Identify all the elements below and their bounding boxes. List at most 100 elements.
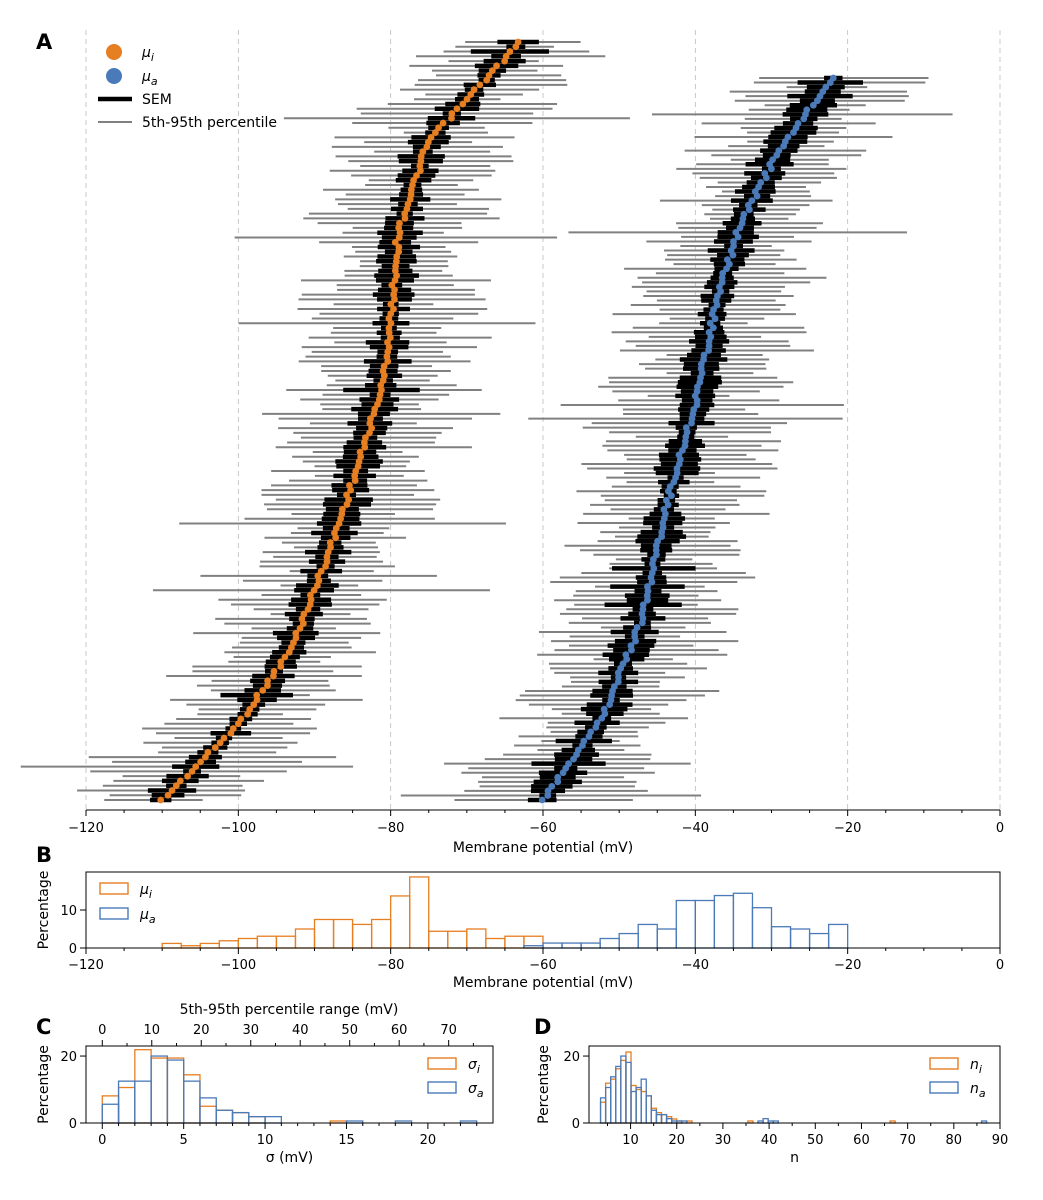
x-tick-label: 5 xyxy=(180,1133,188,1148)
x-tick-label: −20 xyxy=(834,958,861,973)
x-tick-label: −60 xyxy=(529,958,556,973)
legend-label-b-1: μa xyxy=(139,907,156,926)
hist-bar xyxy=(660,1113,668,1124)
mean-point xyxy=(264,677,272,685)
y-axis-label-c: Percentage xyxy=(36,1045,52,1124)
hist-bar xyxy=(332,918,354,949)
hist-bar xyxy=(504,935,525,949)
mean-point xyxy=(326,539,334,546)
mean-point xyxy=(216,739,224,747)
x-tick-label: 10 xyxy=(622,1133,639,1148)
panel-letter-b: B xyxy=(36,843,52,867)
mean-point xyxy=(346,481,353,489)
hist-bar xyxy=(665,1117,673,1124)
x-axis-label-d: n xyxy=(790,1150,799,1166)
hist-bar xyxy=(635,1088,642,1124)
mean-point xyxy=(176,777,184,785)
mean-point xyxy=(317,567,325,575)
mean-point xyxy=(453,105,461,113)
panel-letter-a: A xyxy=(36,30,53,54)
mean-point xyxy=(277,663,285,670)
mean-point xyxy=(367,415,374,423)
mean-point xyxy=(730,238,737,245)
mean-point xyxy=(197,758,204,766)
mean-point xyxy=(246,706,254,713)
hist-bar xyxy=(199,1097,217,1124)
mean-point xyxy=(338,505,346,513)
hist-bar xyxy=(466,928,487,949)
y-tick-label: 20 xyxy=(563,1050,580,1065)
x-tick-label: 30 xyxy=(715,1133,732,1148)
mean-point xyxy=(757,179,765,186)
mean-point xyxy=(184,772,191,780)
hist-bar xyxy=(390,895,411,949)
hist-bar xyxy=(751,907,773,949)
mean-point xyxy=(435,124,442,132)
hist-bar xyxy=(808,932,830,949)
x-tick-label: 80 xyxy=(946,1133,963,1148)
hist-bar xyxy=(618,932,639,949)
mean-point xyxy=(413,172,420,179)
x-tick-label: 15 xyxy=(338,1133,355,1148)
hist-bar xyxy=(665,1115,673,1124)
mean-point xyxy=(439,119,447,127)
mean-point xyxy=(188,767,196,775)
mean-point xyxy=(387,300,395,308)
hist-bar xyxy=(101,1095,120,1124)
hist-bar xyxy=(161,942,182,949)
hist-bar xyxy=(610,1076,617,1124)
mean-point xyxy=(431,129,439,136)
mean-point xyxy=(493,62,500,70)
hist-bar xyxy=(256,935,278,949)
mean-point xyxy=(427,133,435,141)
legend-label-c-1: σa xyxy=(468,1081,484,1100)
hist-bar xyxy=(183,1074,201,1124)
mean-point xyxy=(192,763,200,771)
hist-bar xyxy=(351,923,373,949)
mean-point xyxy=(784,133,792,141)
mean-point xyxy=(587,728,595,736)
legend-label-mu-a: μa xyxy=(141,69,158,88)
mean-points-active xyxy=(538,74,837,804)
mean-point xyxy=(748,197,756,205)
y-axis-label-d: Percentage xyxy=(536,1045,552,1124)
x-tick-label: 70 xyxy=(899,1133,916,1148)
mean-point xyxy=(211,744,219,751)
mean-point xyxy=(277,658,285,666)
mean-point xyxy=(610,683,618,690)
legend-label-c-0: σi xyxy=(468,1057,480,1076)
legend-marker-d-1 xyxy=(929,1081,959,1094)
x-tick-label: 0 xyxy=(98,1133,106,1148)
mean-point xyxy=(544,787,552,795)
mean-point xyxy=(723,256,731,264)
mean-point xyxy=(803,106,811,114)
y-tick-label: 0 xyxy=(69,942,77,957)
mean-point xyxy=(666,483,674,491)
y-tick-label: 0 xyxy=(69,1117,77,1132)
legend-label-d-0: ni xyxy=(970,1057,982,1076)
hist-bar xyxy=(183,1080,201,1124)
mean-point xyxy=(470,86,478,94)
mean-point xyxy=(548,782,556,790)
axes-frame-d xyxy=(588,1045,1001,1124)
mean-point xyxy=(662,496,670,504)
mean-point xyxy=(829,74,837,82)
hist-bar xyxy=(580,942,601,949)
mean-point xyxy=(682,424,690,432)
mean-point xyxy=(627,642,635,650)
hist-bar xyxy=(655,1113,663,1124)
top-x-tick-label: 30 xyxy=(242,1023,259,1038)
hist-bar xyxy=(713,894,735,949)
mean-point xyxy=(565,760,572,768)
hist-bar xyxy=(762,1117,769,1124)
mean-point xyxy=(633,624,641,631)
hist-bar xyxy=(610,1078,617,1124)
mean-point xyxy=(281,653,289,661)
x-tick-label: 40 xyxy=(761,1133,778,1148)
mean-point xyxy=(310,586,318,594)
legend-marker-mu-i xyxy=(106,44,122,60)
x-tick-label: 60 xyxy=(853,1133,870,1148)
hist-bar xyxy=(604,1082,612,1124)
top-x-tick-label: 10 xyxy=(143,1023,160,1038)
mean-point xyxy=(654,537,662,545)
